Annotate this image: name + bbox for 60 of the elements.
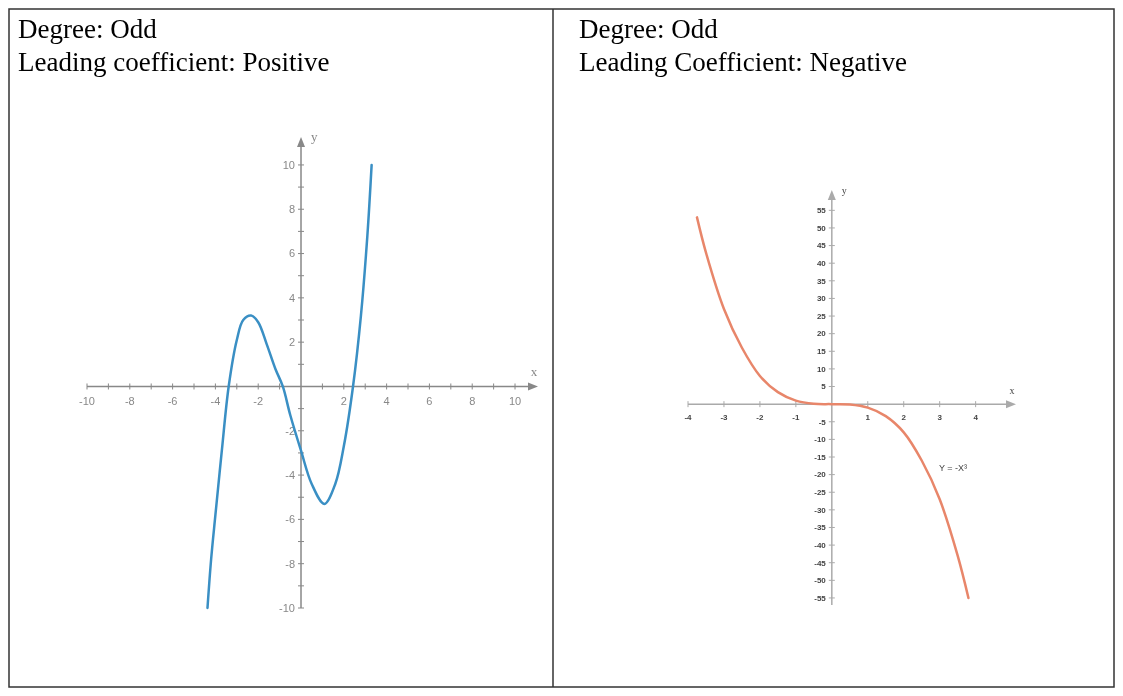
y-tick-label: -10 xyxy=(279,601,296,614)
y-tick-label: -8 xyxy=(285,557,296,570)
line-series xyxy=(695,216,970,600)
y-axis-title: y xyxy=(311,129,319,144)
x-axis-title: x xyxy=(1009,385,1015,397)
y-tick-label: 10 xyxy=(816,364,827,374)
y-tick-label: -6 xyxy=(285,513,296,526)
y-tick-label: 25 xyxy=(816,311,827,321)
y-tick-label: -20 xyxy=(814,470,827,480)
chart-subtitle: Leading Coefficient: Negative xyxy=(579,47,907,77)
y-tick-label: 55 xyxy=(816,206,827,216)
x-tick-label: -6 xyxy=(167,395,178,408)
y-tick-label: 40 xyxy=(816,258,827,268)
y-tick-label: -4 xyxy=(285,468,296,481)
line-series xyxy=(206,163,373,610)
y-tick-label: 50 xyxy=(816,223,827,233)
y-tick-label: 8 xyxy=(288,203,296,216)
x-tick-label: 1 xyxy=(865,413,871,423)
y-tick-label: 20 xyxy=(816,329,827,339)
y-tick-label: 6 xyxy=(288,247,296,260)
y-tick-label: -45 xyxy=(814,558,827,568)
y-tick-label: 2 xyxy=(288,336,296,349)
x-tick-label: 2 xyxy=(901,413,907,423)
y-tick-label: 35 xyxy=(816,276,827,286)
chart-title: Degree: Odd xyxy=(579,14,719,44)
x-tick-label: 6 xyxy=(426,395,433,408)
y-tick-label: 45 xyxy=(816,241,827,251)
x-tick-label: 3 xyxy=(937,413,943,423)
x-tick-label: 2 xyxy=(340,395,347,408)
y-tick-label: 4 xyxy=(288,291,296,304)
x-tick-label: -10 xyxy=(79,395,95,408)
y-tick-label: -30 xyxy=(814,505,827,515)
x-tick-label: 10 xyxy=(508,395,522,408)
chart-subtitle: Leading coefficient: Positive xyxy=(18,47,330,77)
x-tick-label: 4 xyxy=(383,395,390,408)
y-tick-label: 10 xyxy=(282,158,296,171)
x-tick-label: -1 xyxy=(792,413,800,423)
y-tick-label: 15 xyxy=(816,347,827,357)
x-tick-label: 4 xyxy=(973,413,979,423)
chart-title: Degree: Odd xyxy=(18,14,158,44)
x-tick-label: -4 xyxy=(210,395,221,408)
y-tick-label: -10 xyxy=(814,435,827,445)
x-tick-label: -8 xyxy=(124,395,135,408)
y-tick-label: -25 xyxy=(814,488,827,498)
y-tick-label: -15 xyxy=(814,452,827,462)
annotation: Y = -X³ xyxy=(939,463,968,473)
x-tick-label: -4 xyxy=(684,413,693,423)
x-axis-title: x xyxy=(530,364,538,380)
x-tick-label: -2 xyxy=(756,413,765,423)
x-tick-label: -3 xyxy=(720,413,729,423)
y-tick-label: -35 xyxy=(814,523,827,533)
y-tick-label: 30 xyxy=(816,294,827,304)
x-tick-label: -2 xyxy=(253,395,264,408)
y-tick-label: -50 xyxy=(814,576,827,586)
y-tick-label: -5 xyxy=(818,417,827,427)
y-tick-label: -55 xyxy=(814,593,827,603)
y-tick-label: 5 xyxy=(821,382,827,392)
y-axis-title: y xyxy=(841,185,847,196)
y-tick-label: -40 xyxy=(814,540,827,550)
x-tick-label: 8 xyxy=(469,395,476,408)
